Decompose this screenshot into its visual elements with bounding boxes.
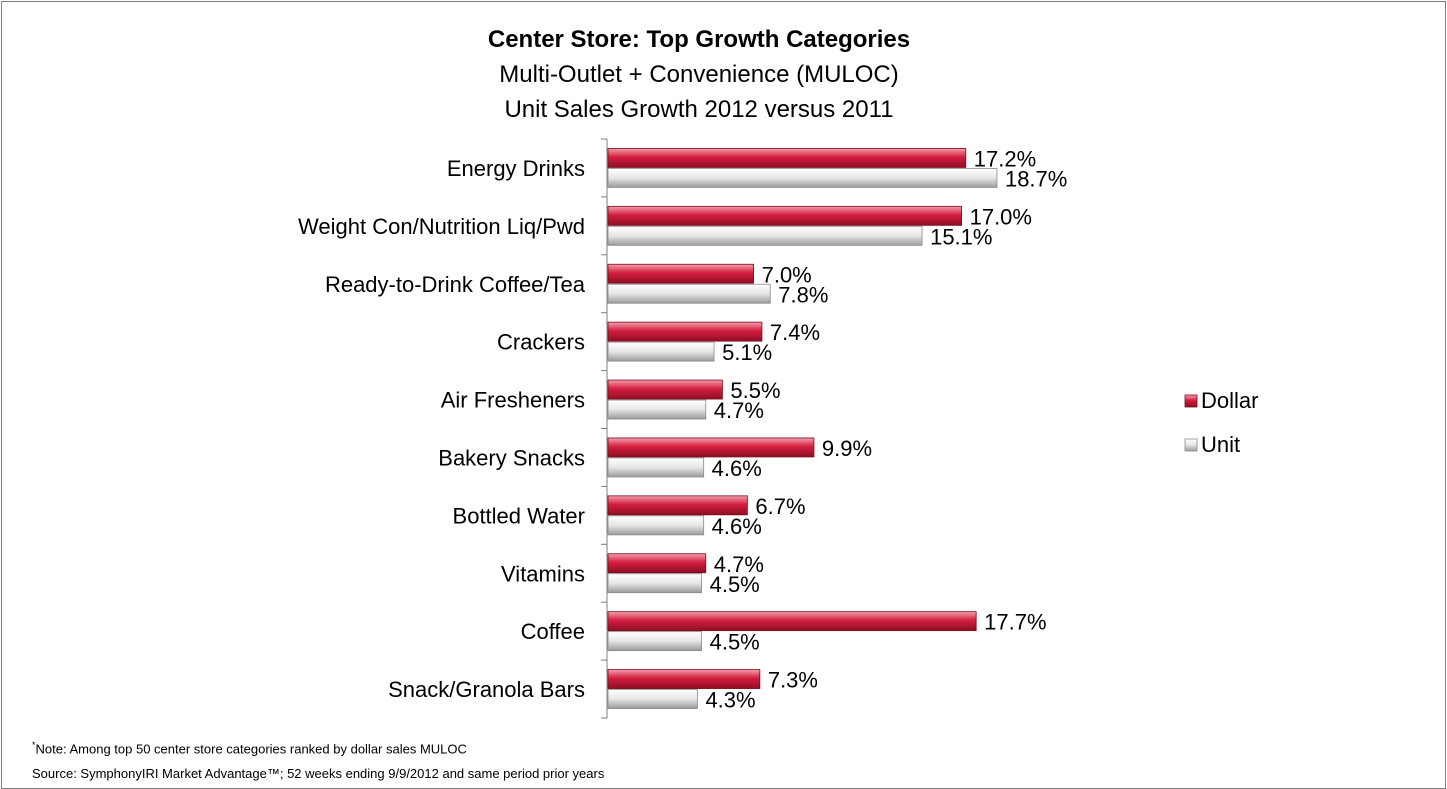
bar-dollar: [607, 611, 977, 632]
category-label: Weight Con/Nutrition Liq/Pwd: [298, 214, 585, 239]
bar-dollar: [607, 437, 815, 458]
legend-label-dollar: Dollar: [1201, 388, 1258, 413]
category-label: Snack/Granola Bars: [388, 677, 585, 702]
data-label-dollar: 9.9%: [822, 436, 872, 461]
data-label-dollar: 4.7%: [714, 552, 764, 577]
category-label: Energy Drinks: [447, 156, 585, 181]
footnote-note: *Note: Among top 50 center store categor…: [32, 740, 467, 756]
data-label-unit: 4.5%: [710, 630, 760, 655]
bar-dollar: [607, 553, 707, 574]
data-label-unit: 18.7%: [1005, 166, 1067, 191]
category-label: Vitamins: [501, 561, 585, 586]
legend-swatch-unit: [1184, 438, 1198, 452]
footnote-source: Source: SymphonyIRI Market Advantage™; 5…: [32, 766, 605, 781]
bar-unit: [607, 515, 705, 536]
bar-dollar: [607, 148, 967, 168]
data-label-dollar: 7.4%: [770, 320, 820, 345]
category-label: Air Fresheners: [441, 388, 585, 413]
bar-unit: [607, 457, 705, 478]
data-label-unit: 15.1%: [930, 224, 992, 249]
bar-unit: [607, 631, 702, 652]
bar-dollar: [607, 205, 963, 226]
chart-title: Center Store: Top Growth Categories: [488, 26, 910, 53]
data-label-dollar: 7.0%: [762, 262, 812, 287]
bar-dollar: [607, 379, 723, 400]
bar-dollar: [607, 669, 761, 689]
legend-label-unit: Unit: [1201, 432, 1240, 457]
bar-dollar: [607, 495, 748, 516]
category-label: Ready-to-Drink Coffee/Tea: [325, 272, 586, 297]
bar-unit: [607, 341, 715, 362]
footnote-marker: *: [32, 740, 36, 750]
bar-dollar: [607, 263, 755, 284]
bar-unit: [607, 573, 702, 594]
bar-unit: [607, 225, 923, 246]
data-label-unit: 7.8%: [778, 282, 828, 307]
data-label-dollar: 6.7%: [755, 494, 805, 519]
chart-subtitle-line-2: Unit Sales Growth 2012 versus 2011: [504, 96, 893, 123]
category-label: Crackers: [497, 330, 585, 355]
bar-unit: [607, 399, 707, 420]
data-label-dollar: 7.3%: [768, 668, 818, 693]
bar-unit: [607, 168, 998, 188]
data-label-unit: 4.6%: [712, 456, 762, 481]
data-label-dollar: 17.7%: [984, 610, 1046, 635]
data-label-dollar: 17.0%: [970, 204, 1032, 229]
data-label-unit: 4.5%: [710, 572, 760, 597]
plot-area: Energy Drinks 17.2%18.7% Weight Con/Nutrit…: [298, 138, 1067, 719]
category-label: Bakery Snacks: [438, 445, 585, 470]
data-label-unit: 4.3%: [705, 688, 755, 713]
bar-dollar: [607, 321, 763, 342]
footnote-note-text: Note: Among top 50 center store categori…: [35, 741, 467, 757]
chart-subtitle-line-1: Multi-Outlet + Convenience (MULOC): [499, 61, 898, 88]
category-label: Bottled Water: [453, 503, 585, 528]
data-label-unit: 5.1%: [722, 340, 772, 365]
data-label-dollar: 5.5%: [730, 378, 780, 403]
bar-unit: [607, 283, 771, 304]
legend: Dollar Unit: [1184, 388, 1258, 457]
data-label-unit: 4.6%: [712, 514, 762, 539]
data-label-unit: 4.7%: [714, 398, 764, 423]
bar-unit: [607, 689, 698, 709]
legend-swatch-dollar: [1184, 394, 1198, 408]
category-label: Coffee: [521, 619, 585, 644]
data-label-dollar: 17.2%: [974, 146, 1036, 171]
